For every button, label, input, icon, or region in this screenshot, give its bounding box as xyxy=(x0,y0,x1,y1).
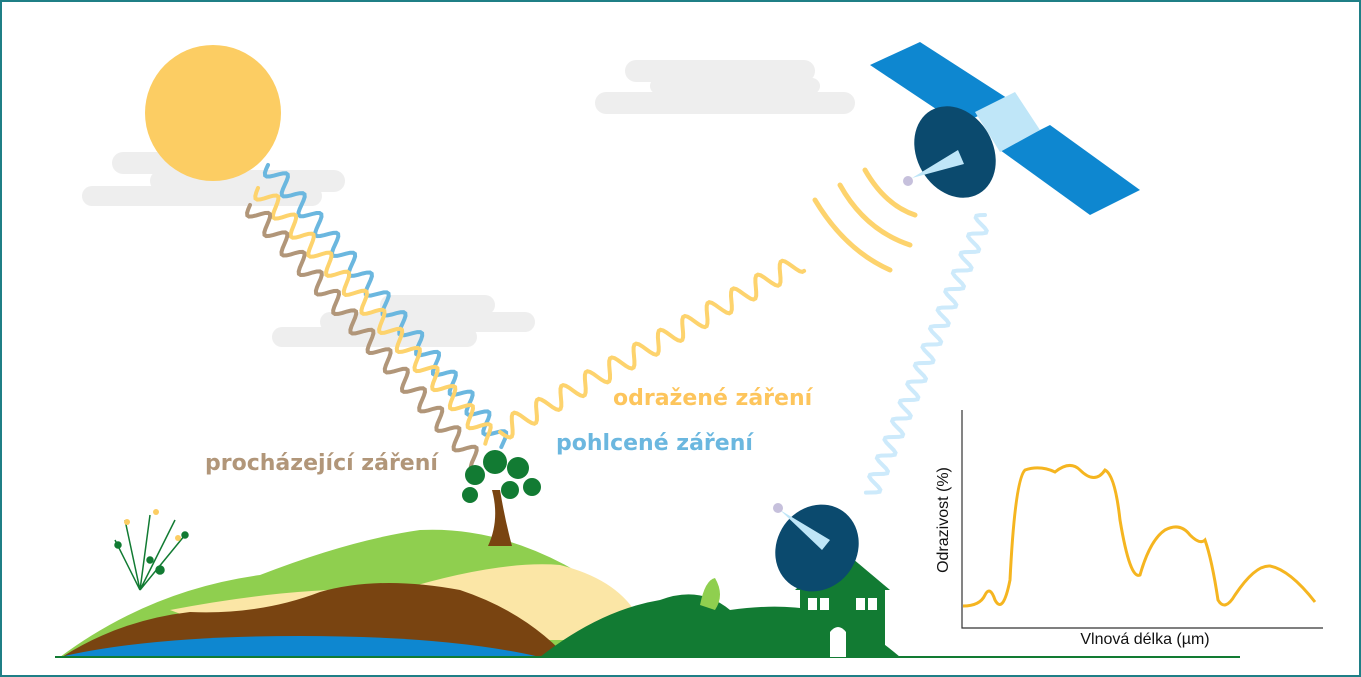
ground-station xyxy=(773,503,890,657)
wave xyxy=(498,258,807,440)
wave xyxy=(253,186,493,446)
transmitted-label: procházející záření xyxy=(205,451,439,476)
satellite xyxy=(870,42,1140,215)
inset-axes xyxy=(961,410,1323,629)
wave xyxy=(863,213,989,495)
wave xyxy=(245,203,479,469)
radiation-waves xyxy=(245,163,989,495)
reflectance-inset: Vlnová délka (µm) Odrazivost (%) xyxy=(935,410,1323,648)
absorbed-label: pohlcené záření xyxy=(556,431,754,456)
inset-x-label: Vlnová délka (µm) xyxy=(1080,631,1209,648)
reflected-label: odražené záření xyxy=(613,386,814,411)
signal-arcs xyxy=(812,167,918,273)
reflectance-curve xyxy=(962,464,1317,608)
shrub xyxy=(114,509,189,591)
inset-y-label: Odrazivost (%) xyxy=(935,467,952,573)
wave xyxy=(262,163,509,450)
tree xyxy=(462,450,541,546)
sun xyxy=(145,45,281,181)
